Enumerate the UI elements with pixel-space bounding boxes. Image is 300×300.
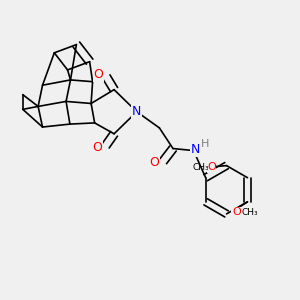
Text: O: O bbox=[93, 141, 103, 154]
Text: H: H bbox=[201, 139, 209, 149]
Text: N: N bbox=[190, 143, 200, 156]
Text: CH₃: CH₃ bbox=[193, 163, 209, 172]
Text: O: O bbox=[149, 156, 159, 169]
Text: N: N bbox=[132, 105, 141, 118]
Text: O: O bbox=[93, 68, 103, 81]
Text: O: O bbox=[207, 162, 216, 172]
Text: O: O bbox=[232, 207, 241, 218]
Text: CH₃: CH₃ bbox=[242, 208, 258, 217]
